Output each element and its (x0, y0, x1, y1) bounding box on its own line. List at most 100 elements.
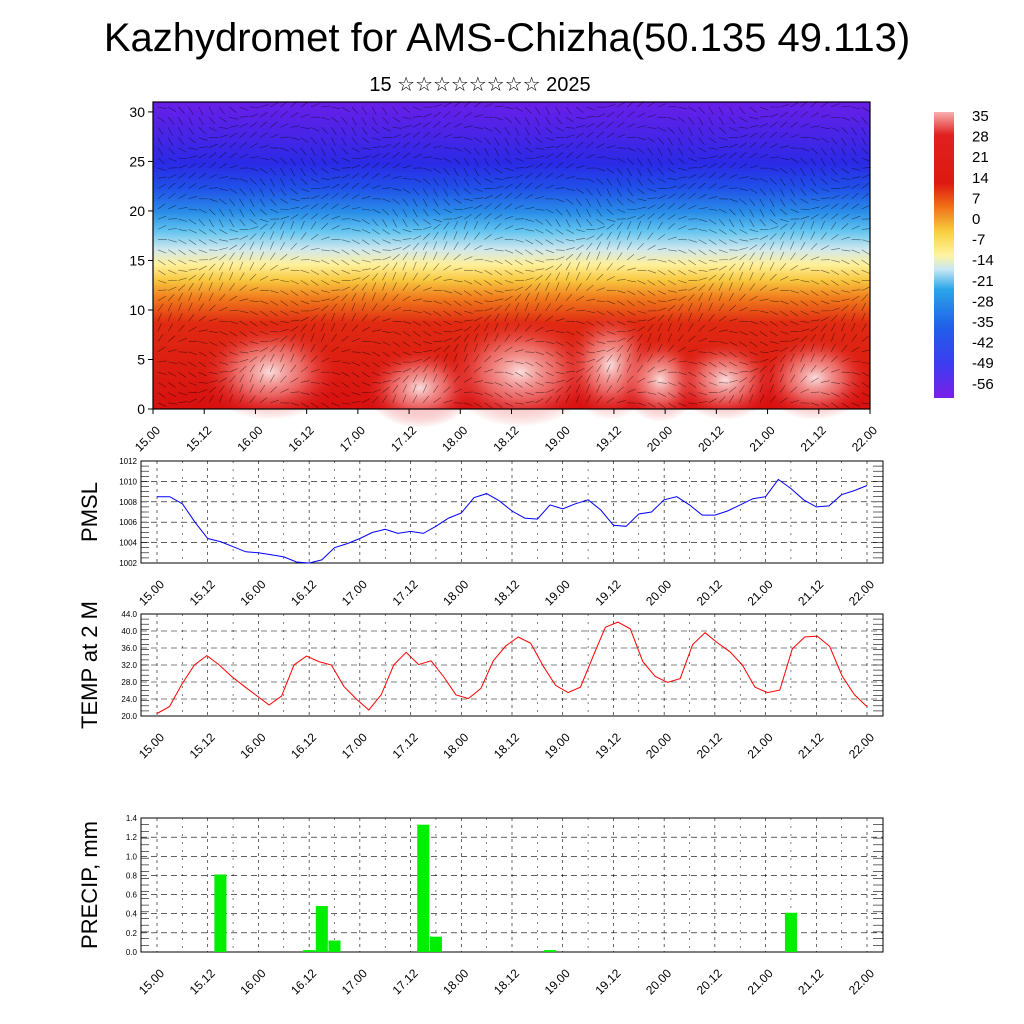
wind-barb (647, 188, 657, 192)
wind-barb (290, 343, 295, 352)
wind-barb (239, 272, 245, 281)
wind-barb (841, 357, 850, 363)
wind-barb (810, 333, 817, 342)
wind-barb (382, 127, 391, 132)
wind-barb (412, 358, 422, 363)
wind-barb (810, 391, 820, 393)
wind-barb (627, 208, 637, 211)
colorbar-gradient (934, 112, 954, 398)
wind-barb (575, 219, 581, 228)
wind-barb (555, 380, 565, 383)
wind-barb (514, 392, 524, 398)
wind-barb (524, 302, 529, 312)
wind-barb (361, 398, 371, 404)
wind-barb (861, 157, 871, 162)
wind-barb (810, 269, 820, 272)
wind-barb (382, 116, 389, 125)
wind-barb (678, 249, 687, 254)
wind-barb (790, 134, 799, 138)
y-tick-label: 1004 (119, 539, 137, 548)
wind-barb (739, 253, 747, 261)
wind-barb (545, 371, 554, 377)
wind-barb (586, 178, 595, 183)
wind-barb (759, 310, 769, 314)
wind-barb (565, 247, 575, 251)
wind-barb (525, 401, 535, 404)
wind-barb (514, 204, 524, 210)
wind-barb (647, 127, 657, 129)
wind-barb (545, 162, 553, 169)
wind-barb (433, 354, 440, 363)
wind-barb (769, 251, 774, 261)
wind-barb (361, 106, 368, 115)
wind-barb (647, 147, 654, 156)
wind-barb (718, 172, 727, 179)
wind-barb (698, 137, 705, 145)
wind-barb (504, 116, 513, 123)
wind-barb (219, 341, 227, 347)
wind-barb (718, 382, 728, 384)
wind-barb (667, 178, 677, 180)
wind-barb (851, 116, 859, 123)
wind-barb (851, 183, 860, 189)
wind-barb (351, 371, 360, 378)
wind-barb (484, 290, 493, 295)
wind-barb (484, 382, 494, 384)
wind-barb (443, 231, 448, 240)
wind-barb (361, 117, 367, 126)
x-tick-label: 17.12 (390, 966, 421, 997)
wind-barb (178, 147, 187, 153)
wind-barb (851, 269, 860, 276)
wind-barb (627, 320, 637, 323)
wind-barb (647, 101, 656, 108)
wind-barb (667, 392, 676, 398)
wind-barb (708, 183, 717, 189)
wind-barb (576, 125, 586, 128)
wind-barb (167, 117, 175, 125)
wind-barb (178, 117, 184, 126)
wind-barb (769, 273, 777, 281)
wind-barb (698, 172, 707, 179)
wind-barb (321, 214, 329, 220)
wind-barb (616, 147, 627, 149)
wind-barb (392, 370, 402, 373)
wind-barb (331, 346, 340, 353)
wind-barb (637, 168, 642, 177)
wind-barb (433, 208, 441, 216)
wind-barb (739, 385, 745, 393)
wind-barb (453, 123, 463, 128)
wind-barb (708, 229, 718, 234)
wind-barb (494, 382, 504, 386)
wind-barb (463, 391, 473, 393)
wind-barb (453, 198, 462, 204)
wind-barb (290, 188, 298, 195)
wind-barb (412, 208, 418, 218)
wind-barb (698, 401, 708, 404)
wind-barb (657, 392, 667, 397)
wind-barb (657, 402, 666, 409)
wind-barb (484, 127, 493, 132)
wind-barb (219, 116, 227, 123)
wind-barb (698, 229, 708, 232)
wind-barb (249, 208, 256, 217)
wind-barb (178, 284, 186, 291)
wind-barb (535, 229, 544, 234)
wind-barb (433, 340, 443, 342)
wind-barb (616, 157, 626, 163)
wind-barb (351, 277, 361, 281)
wind-barb (249, 241, 255, 250)
x-tick-label: 20.00 (643, 966, 674, 997)
wind-barb (688, 167, 698, 169)
wind-barb (586, 208, 591, 218)
wind-barb (769, 349, 779, 353)
wind-barb (433, 167, 441, 174)
chart-title: Kazhydromet for AMS-Chizha(50.135 49.113… (103, 16, 911, 60)
wind-barb (259, 157, 269, 160)
wind-barb (514, 371, 524, 377)
wind-barb (779, 354, 786, 363)
wind-barb (637, 125, 647, 128)
wind-barb (769, 156, 779, 159)
wind-barb (779, 373, 784, 383)
wind-barb (443, 300, 452, 306)
colorbar-label: -7 (972, 232, 985, 249)
